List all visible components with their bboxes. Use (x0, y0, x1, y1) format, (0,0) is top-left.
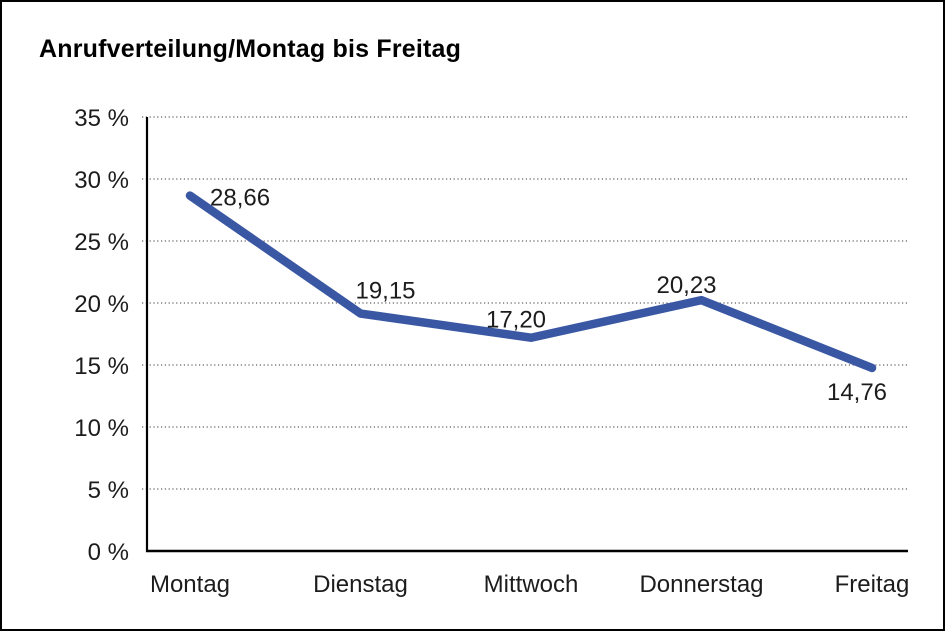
data-point-label: 20,23 (656, 272, 716, 299)
y-axis-tick-label: 35 % (74, 105, 129, 132)
y-axis-tick-label: 30 % (74, 167, 129, 194)
data-point-labels: 28,66 19,15 17,20 20,23 14,76 (210, 185, 887, 406)
data-point-label: 28,66 (210, 185, 270, 212)
x-axis-category-label: Dienstag (313, 571, 408, 598)
y-axis-tick-label: 10 % (74, 415, 129, 442)
data-point-label: 17,20 (486, 307, 546, 334)
y-axis-tick-label: 5 % (88, 477, 129, 504)
y-axis-tick-label: 25 % (74, 229, 129, 256)
data-line-series (185, 191, 877, 373)
data-point-label: 19,15 (355, 278, 415, 305)
x-axis-category-label: Freitag (835, 571, 910, 598)
chart-title: Anrufverteilung/Montag bis Freitag (39, 35, 462, 63)
y-axis-tick-labels: 0 % 5 % 10 % 15 % 20 % 25 % 30 % 35 % (74, 105, 129, 566)
x-axis-category-labels: Montag Dienstag Mittwoch Donnerstag Freitag (150, 571, 909, 598)
x-axis-category-label: Montag (150, 571, 230, 598)
gridlines (142, 116, 908, 490)
y-axis-tick-label: 15 % (74, 353, 129, 380)
y-axis-tick-label: 20 % (74, 291, 129, 318)
x-axis-category-label: Mittwoch (484, 571, 579, 598)
data-point-label: 14,76 (827, 379, 887, 406)
x-axis-category-label: Donnerstag (639, 571, 763, 598)
y-axis-tick-label: 0 % (88, 539, 129, 566)
